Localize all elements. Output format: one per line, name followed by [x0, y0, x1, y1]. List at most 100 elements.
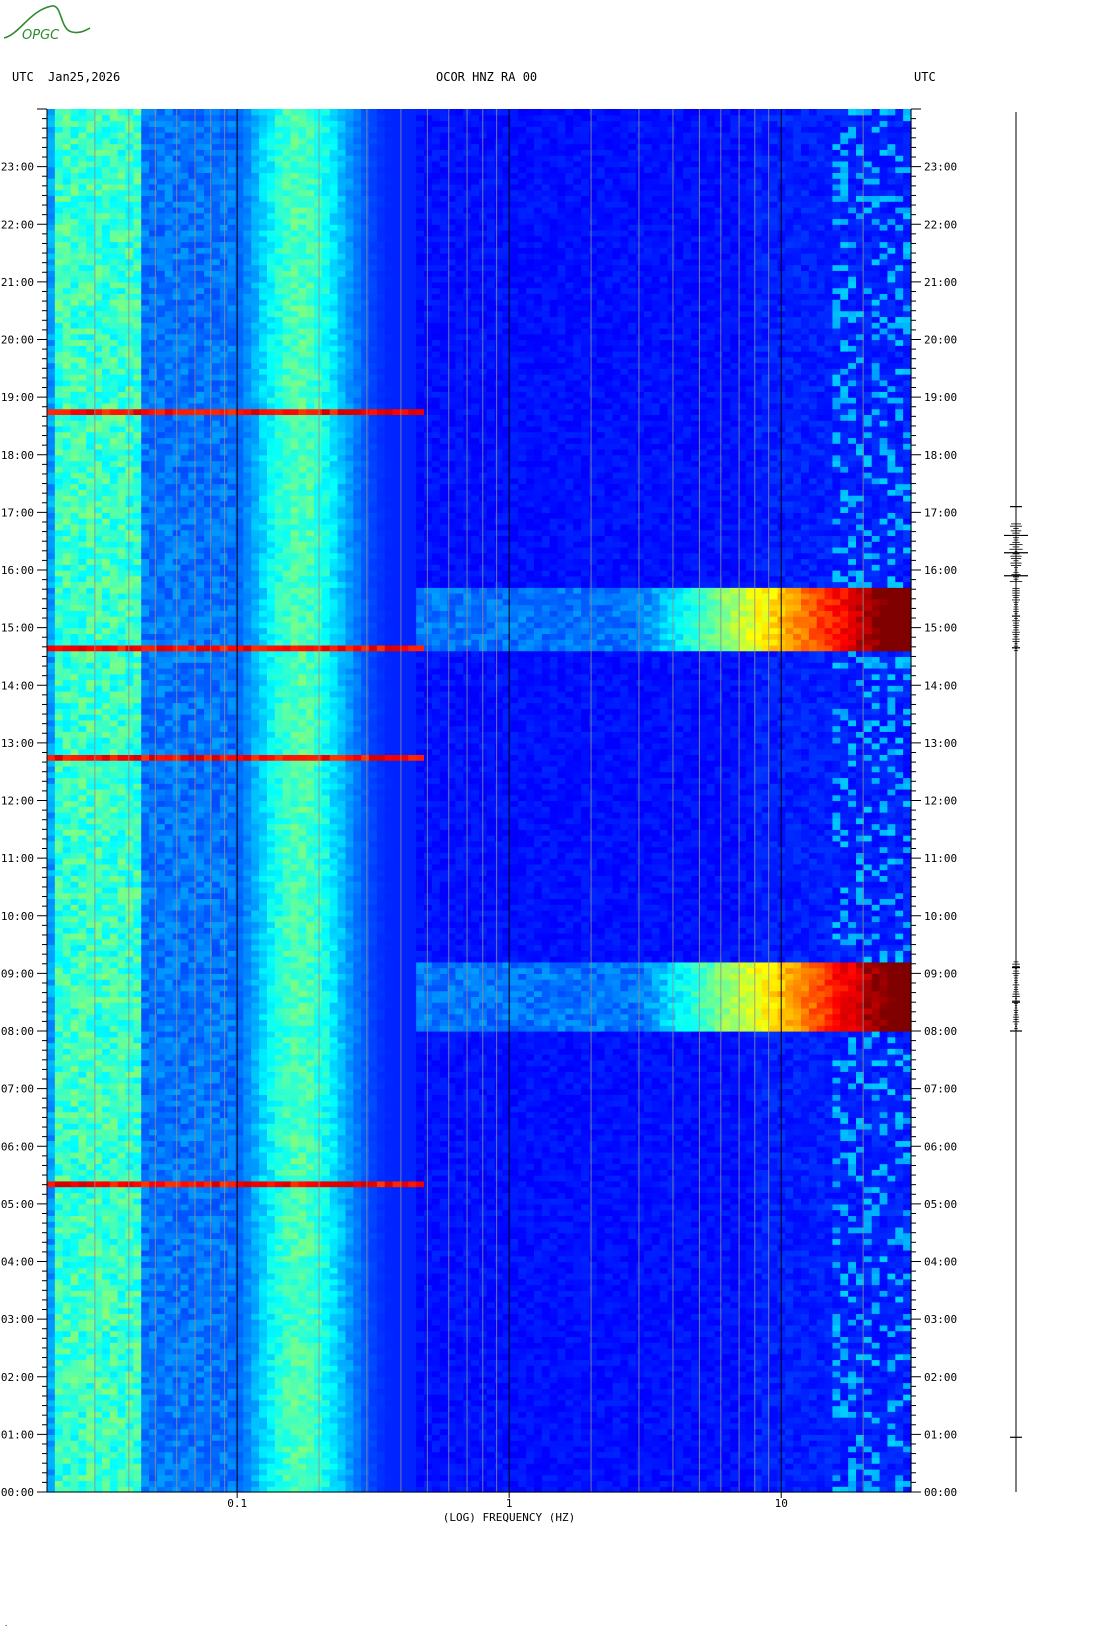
heatmap-cell — [118, 351, 126, 357]
heatmap-cell — [196, 726, 204, 732]
heatmap-cell — [78, 149, 86, 155]
heatmap-cell — [165, 218, 173, 224]
heatmap-cell — [47, 1406, 55, 1412]
heatmap-cell — [71, 1089, 79, 1095]
heatmap-cell — [126, 334, 134, 340]
heatmap-cell — [165, 443, 173, 449]
heatmap-cell — [47, 841, 55, 847]
heatmap-cell — [141, 518, 149, 524]
heatmap-cell — [55, 218, 63, 224]
heatmap-cell — [133, 783, 141, 789]
heatmap-cell — [181, 829, 189, 835]
heatmap-cell — [78, 726, 86, 732]
heatmap-cell — [86, 1037, 94, 1043]
heatmap-cell — [63, 397, 71, 403]
heatmap-cell — [188, 887, 196, 893]
heatmap-cell — [196, 236, 204, 242]
heatmap-cell — [149, 316, 157, 322]
heatmap-cell — [157, 172, 165, 178]
heatmap-cell — [141, 1429, 149, 1435]
heatmap-cell — [102, 1400, 110, 1406]
heatmap-cell — [181, 109, 189, 115]
heatmap-cell — [55, 922, 63, 928]
heatmap-cell — [118, 1279, 126, 1285]
heatmap-cell — [71, 616, 79, 622]
heatmap-cell — [118, 656, 126, 662]
heatmap-cell — [133, 1296, 141, 1302]
heatmap-cell — [55, 524, 63, 530]
heatmap-cell — [94, 783, 102, 789]
heatmap-cell — [126, 691, 134, 697]
heatmap-cell — [118, 478, 126, 484]
heatmap-cell — [102, 1290, 110, 1296]
heatmap-cell — [149, 605, 157, 611]
heatmap-cell — [63, 766, 71, 772]
heatmap-cell — [47, 178, 55, 184]
heatmap-cell — [188, 340, 196, 346]
heatmap-cell — [126, 1094, 134, 1100]
heatmap-cell — [78, 973, 86, 979]
heatmap-cell — [55, 1394, 63, 1400]
heatmap-cell — [181, 1434, 189, 1440]
heatmap-cell — [118, 512, 126, 518]
heatmap-cell — [63, 115, 71, 121]
heatmap-cell — [94, 939, 102, 945]
heatmap-cell — [102, 1094, 110, 1100]
heatmap-cell — [188, 109, 196, 115]
heatmap-cell — [141, 374, 149, 380]
heatmap-cell — [78, 950, 86, 956]
heatmap-cell — [71, 743, 79, 749]
heatmap-cell — [196, 149, 204, 155]
heatmap-cell — [126, 1325, 134, 1331]
heatmap-cell — [63, 668, 71, 674]
heatmap-cell — [102, 605, 110, 611]
heatmap-cell — [94, 1140, 102, 1146]
heatmap-cell — [86, 518, 94, 524]
heatmap-cell — [133, 789, 141, 795]
heatmap-cell — [165, 357, 173, 363]
heatmap-cell — [188, 847, 196, 853]
heatmap-cell — [196, 1008, 204, 1014]
heatmap-cell — [181, 184, 189, 190]
heatmap-cell — [188, 236, 196, 242]
heatmap-cell — [102, 703, 110, 709]
heatmap-cell — [110, 172, 118, 178]
heatmap-cell — [141, 1348, 149, 1354]
heatmap-cell — [63, 1106, 71, 1112]
heatmap-cell — [102, 910, 110, 916]
heatmap-cell — [126, 351, 134, 357]
heatmap-cell — [196, 1019, 204, 1025]
heatmap-cell — [118, 1071, 126, 1077]
heatmap-cell — [157, 1117, 165, 1123]
heatmap-cell — [55, 1475, 63, 1481]
heatmap-cell — [149, 121, 157, 127]
heatmap-cell — [110, 1371, 118, 1377]
heatmap-cell — [118, 455, 126, 461]
heatmap-cell — [78, 1002, 86, 1008]
heatmap-cell — [71, 190, 79, 196]
heatmap-cell — [86, 512, 94, 518]
heatmap-cell — [165, 1365, 173, 1371]
heatmap-cell — [63, 461, 71, 467]
heatmap-cell — [165, 835, 173, 841]
heatmap-cell — [71, 132, 79, 138]
heatmap-cell — [149, 1394, 157, 1400]
heatmap-cell — [47, 1238, 55, 1244]
heatmap-cell — [78, 449, 86, 455]
heatmap-cell — [47, 1423, 55, 1429]
heatmap-cell — [188, 1290, 196, 1296]
heatmap-cell — [118, 1475, 126, 1481]
heatmap-cell — [165, 138, 173, 144]
heatmap-cell — [181, 795, 189, 801]
heatmap-cell — [102, 587, 110, 593]
heatmap-cell — [78, 172, 86, 178]
heatmap-cell — [71, 230, 79, 236]
heatmap-cell — [133, 1325, 141, 1331]
heatmap-cell — [165, 1187, 173, 1193]
heatmap-cell — [141, 1043, 149, 1049]
heatmap-cell — [78, 1319, 86, 1325]
heatmap-cell — [118, 1354, 126, 1360]
heatmap-cell — [181, 1469, 189, 1475]
heatmap-cell — [86, 1302, 94, 1308]
heatmap-cell — [196, 1267, 204, 1273]
